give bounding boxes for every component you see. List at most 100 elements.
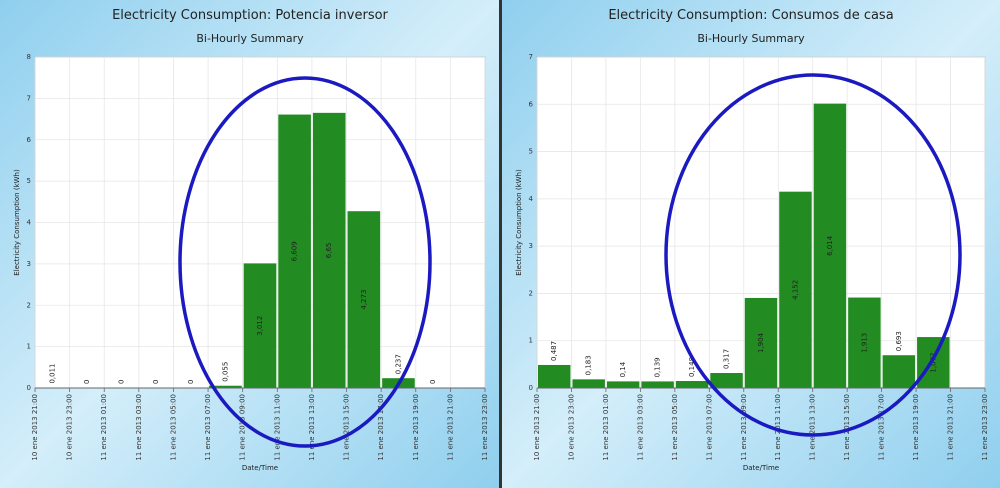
value-label: 0,148 [688,357,696,377]
bar [813,103,847,388]
x-tick-label: 11 ene 2013 19:00 [912,394,920,461]
x-tick-label: 11 ene 2013 21:00 [446,394,454,461]
y-tick-label: 2 [529,289,533,297]
x-tick-label: 11 ene 2013 15:00 [843,394,851,461]
chart-subtitle: Bi-Hourly Summary [697,32,805,45]
x-tick-label: 11 ene 2013 05:00 [671,394,679,461]
y-tick-label: 5 [529,148,533,156]
x-tick-label: 10 ene 2013 23:00 [567,394,575,461]
value-label: 0 [118,380,126,384]
bar [744,297,778,388]
x-tick-label: 11 ene 2013 03:00 [636,394,644,461]
x-tick-label: 11 ene 2013 17:00 [878,394,886,461]
chart-title: Electricity Consumption: Consumos de cas… [608,8,893,23]
y-tick-label: 0 [27,384,31,392]
bar [347,211,381,388]
value-label: 6,65 [325,243,333,259]
bar [675,381,709,388]
y-tick-label: 1 [27,343,31,351]
x-tick-label: 11 ene 2013 05:00 [169,394,177,461]
x-tick-label: 11 ene 2013 19:00 [412,394,420,461]
x-tick-label: 10 ene 2013 23:00 [66,394,74,461]
value-label: 6,609 [291,241,299,261]
y-tick-label: 2 [27,301,31,309]
y-tick-label: 7 [529,53,533,61]
bar [882,355,916,388]
x-tick-label: 11 ene 2013 11:00 [774,394,782,461]
y-tick-label: 3 [27,260,31,268]
x-axis-label: Date/Time [242,464,278,472]
y-tick-label: 1 [529,337,533,345]
x-tick-label: 11 ene 2013 09:00 [740,394,748,461]
value-label: 0,055 [221,362,229,382]
value-label: 4,273 [360,290,368,310]
y-tick-label: 3 [529,242,533,250]
value-label: 0 [429,380,437,384]
value-label: 0,011 [48,363,56,383]
value-label: 0,693 [895,331,903,351]
value-label: 0 [152,380,160,384]
x-tick-label: 11 ene 2013 01:00 [602,394,610,461]
x-tick-label: 11 ene 2013 17:00 [377,394,385,461]
x-tick-label: 11 ene 2013 03:00 [135,394,143,461]
y-tick-label: 8 [27,53,31,61]
value-label: 0,183 [585,355,593,375]
value-label: 1,904 [757,332,765,353]
value-label: 1,077 [929,353,937,373]
value-label: 0 [187,380,195,384]
annotation-ellipse [178,76,432,448]
bar [641,381,674,388]
value-label: 0,237 [394,354,402,374]
bar [312,112,346,388]
x-tick-label: 10 ene 2013 21:00 [533,394,541,461]
x-tick-label: 11 ene 2013 23:00 [981,394,989,461]
value-label: 1,913 [860,333,868,353]
y-tick-label: 7 [27,94,31,102]
bar [606,381,640,388]
value-label: 6,014 [826,235,834,256]
bar [538,364,571,388]
x-tick-label: 11 ene 2013 11:00 [273,394,281,461]
bar [917,337,950,388]
y-tick-label: 4 [529,195,534,203]
x-tick-label: 11 ene 2013 07:00 [204,394,212,461]
x-tick-label: 10 ene 2013 21:00 [31,394,39,461]
value-label: 0,139 [654,357,662,377]
value-label: 0,487 [550,341,558,361]
bar [779,191,812,388]
x-tick-label: 11 ene 2013 13:00 [809,394,817,461]
y-tick-label: 5 [27,177,31,185]
y-tick-label: 6 [529,100,534,108]
y-axis-label: Electricity Consumption (kWh) [13,169,21,276]
divider [499,0,502,488]
y-tick-label: 6 [27,136,32,144]
bar [710,373,743,388]
annotation-ellipse [664,73,962,437]
y-axis-label: Electricity Consumption (kWh) [515,169,523,276]
x-tick-label: 11 ene 2013 09:00 [239,394,247,461]
x-tick-label: 11 ene 2013 15:00 [343,394,351,461]
x-tick-label: 11 ene 2013 21:00 [947,394,955,461]
y-tick-label: 4 [27,219,32,227]
value-label: 3,012 [256,316,264,336]
bar [848,297,881,388]
bar [278,114,311,389]
x-axis-label: Date/Time [743,464,779,472]
value-label: 0 [83,380,91,384]
x-tick-label: 11 ene 2013 13:00 [308,394,316,461]
bar [243,263,277,388]
x-tick-label: 11 ene 2013 07:00 [705,394,713,461]
bar [209,385,242,388]
x-tick-label: 11 ene 2013 01:00 [100,394,108,461]
y-tick-label: 0 [529,384,533,392]
value-label: 0,14 [619,361,627,377]
chart-title: Electricity Consumption: Potencia invers… [112,8,388,23]
chart-subtitle: Bi-Hourly Summary [196,32,304,45]
bar [572,379,605,388]
x-tick-label: 11 ene 2013 23:00 [481,394,489,461]
value-label: 4,152 [791,280,799,300]
value-label: 0,317 [723,349,731,369]
chart-panel: Electricity Consumption: Consumos de cas… [515,8,989,472]
